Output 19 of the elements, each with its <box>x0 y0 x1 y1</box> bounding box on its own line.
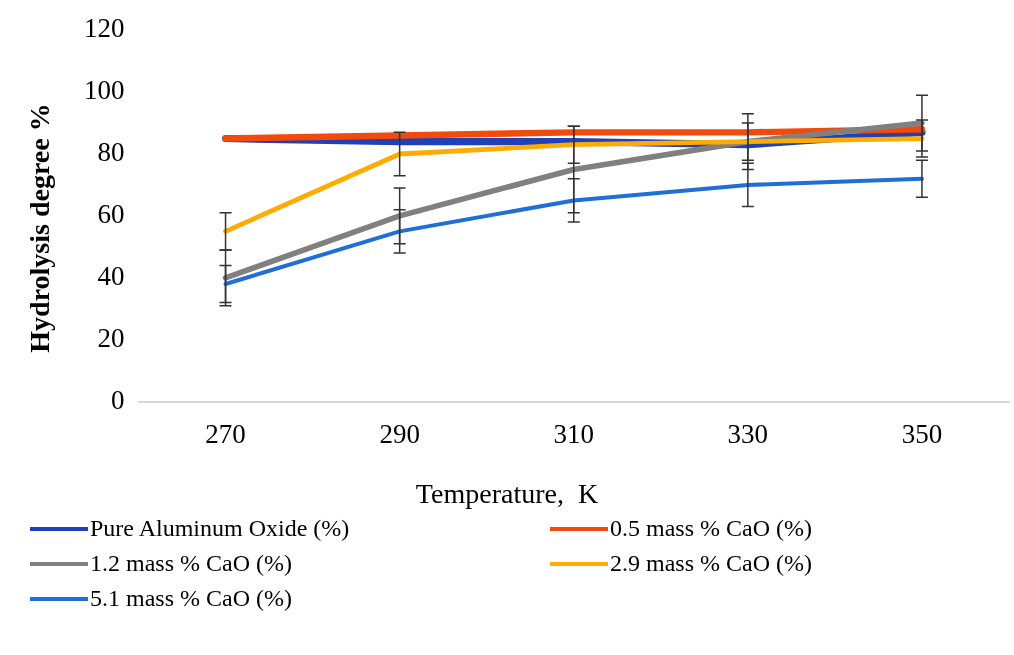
y-tick-label: 0 <box>111 384 125 415</box>
y-axis-title: Hydrolysis degree % <box>24 103 56 353</box>
x-axis-title: Temperature, K <box>414 478 600 510</box>
y-tick-label: 40 <box>97 260 125 291</box>
legend-label: 5.1 mass % CaO (%) <box>90 585 292 612</box>
y-tick-label: 80 <box>97 137 125 168</box>
x-tick-label: 330 <box>727 418 769 449</box>
legend-label: Pure Aluminum Oxide (%) <box>90 515 350 542</box>
legend-label: 1.2 mass % CaO (%) <box>90 550 292 577</box>
legend-label: 2.9 mass % CaO (%) <box>610 550 812 577</box>
y-tick-label: 60 <box>97 198 125 229</box>
legend-label: 0.5 mass % CaO (%) <box>610 515 812 542</box>
y-tick-label: 120 <box>84 13 125 44</box>
x-tick-label: 350 <box>901 418 943 449</box>
x-tick-label: 290 <box>379 418 420 449</box>
x-tick-label: 270 <box>205 418 246 449</box>
y-tick-label: 20 <box>97 322 125 353</box>
y-tick-label: 100 <box>84 75 125 106</box>
x-tick-label: 310 <box>553 418 594 449</box>
